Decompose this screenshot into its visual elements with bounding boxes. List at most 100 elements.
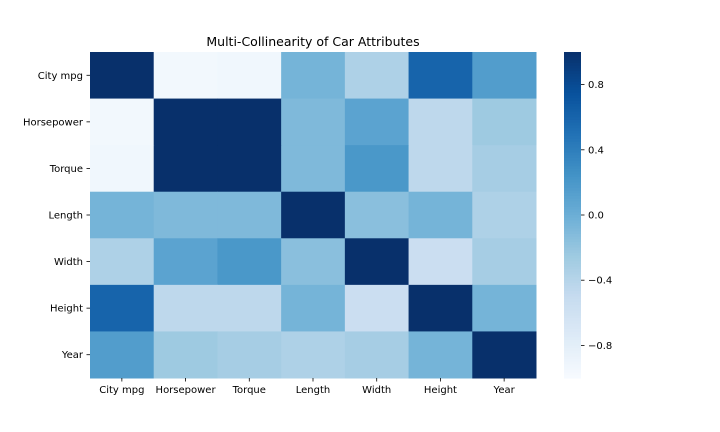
heatmap-cell <box>217 284 282 332</box>
colorbar-segment <box>564 242 581 246</box>
heatmap-cell <box>472 284 537 332</box>
colorbar-segment <box>564 128 581 132</box>
colorbar-segment <box>564 274 581 279</box>
heatmap-cell <box>472 52 537 100</box>
heatmap-cell <box>281 191 346 239</box>
colorbar-segment <box>564 144 581 148</box>
heatmap-cell <box>90 98 155 146</box>
heatmap-cell <box>217 191 282 239</box>
colorbar-segment <box>564 185 581 189</box>
colorbar-segment <box>564 353 581 357</box>
heatmap-cell <box>344 52 410 100</box>
colorbar-segment <box>564 92 581 97</box>
heatmap-cell <box>217 52 282 100</box>
colorbar-segment <box>564 174 581 178</box>
colorbar-segment <box>564 342 581 346</box>
colorbar-segment <box>564 323 581 327</box>
colorbar-tick-label: 0.8 <box>588 80 604 91</box>
colorbar-segment <box>564 263 581 268</box>
colorbar-tick-label: −0.4 <box>588 276 612 287</box>
y-tick-label: Height <box>50 304 83 315</box>
heatmap-cell <box>344 238 410 286</box>
colorbar-segment <box>564 84 581 88</box>
colorbar-segment <box>564 337 581 341</box>
colorbar-segment <box>564 280 581 284</box>
colorbar-segment <box>564 334 581 338</box>
colorbar-segment <box>564 54 581 59</box>
y-tick-label: City mpg <box>38 71 83 82</box>
colorbar-segment <box>564 204 581 208</box>
colorbar-segment <box>564 345 581 349</box>
colorbar-segment <box>564 310 581 314</box>
colorbar-segment <box>564 190 581 194</box>
colorbar-segment <box>564 285 581 289</box>
colorbar-segment <box>564 261 581 265</box>
colorbar-segment <box>564 315 581 319</box>
colorbar-segment <box>564 73 581 78</box>
heatmap-cell <box>281 238 346 286</box>
colorbar-segment <box>564 176 581 181</box>
colorbar-segment <box>564 228 581 232</box>
colorbar-segment <box>564 114 581 118</box>
colorbar-segment <box>564 95 581 99</box>
colorbar-segment <box>564 141 581 145</box>
x-tick-label: Year <box>493 385 516 396</box>
colorbar-segment <box>564 250 581 254</box>
colorbar-segment <box>564 71 581 75</box>
heatmap-cell <box>153 98 218 146</box>
colorbar-segment <box>564 272 581 276</box>
colorbar-segment <box>564 339 581 344</box>
heatmap-cell <box>217 331 282 379</box>
colorbar-segment <box>564 149 581 154</box>
x-tick-label: Torque <box>232 385 266 396</box>
colorbar-segment <box>564 179 581 183</box>
colorbar-segment <box>564 117 581 121</box>
colorbar-segment <box>564 320 581 325</box>
colorbar-segment <box>564 133 581 137</box>
colorbar-segment <box>564 375 581 379</box>
heatmap-cell <box>90 284 155 332</box>
colorbar-segment <box>564 369 581 374</box>
colorbar-segment <box>564 266 581 270</box>
heatmap-cell <box>90 145 155 193</box>
colorbar-segment <box>564 223 581 227</box>
colorbar-segment <box>564 293 581 298</box>
heatmap-cell <box>281 98 346 146</box>
colorbar-segment <box>564 76 581 80</box>
colorbar-segment <box>564 234 581 238</box>
colorbar-tick-label: −0.8 <box>588 341 612 352</box>
colorbar-segment <box>564 171 581 175</box>
colorbar-segment <box>564 367 581 371</box>
colorbar-segment <box>564 318 581 322</box>
heatmap-cell <box>408 238 473 286</box>
colorbar-segment <box>564 206 581 211</box>
colorbar-segment <box>564 361 581 366</box>
heatmap-cells <box>90 52 537 379</box>
colorbar-segment <box>564 119 581 124</box>
heatmap-cell <box>281 52 346 100</box>
colorbar-segment <box>564 326 581 330</box>
colorbar-segment <box>564 60 581 64</box>
colorbar-segment <box>564 111 581 116</box>
heatmap-cell <box>90 238 155 286</box>
colorbar-segment <box>564 195 581 200</box>
heatmap-cell <box>408 191 473 239</box>
colorbar-segment <box>564 98 581 102</box>
colorbar-segment <box>564 68 581 72</box>
heatmap-cell <box>90 52 155 100</box>
colorbar-segment <box>564 239 581 243</box>
heatmap-cell <box>408 52 473 100</box>
colorbar-segment <box>564 258 581 262</box>
colorbar-segment <box>564 90 581 94</box>
heatmap-cell <box>344 284 410 332</box>
colorbar-segment <box>564 182 581 186</box>
colorbar-segment <box>564 312 581 317</box>
colorbar-segment <box>564 166 581 170</box>
colorbar-segment <box>564 155 581 159</box>
heatmap-cell <box>344 331 410 379</box>
colorbar-segment <box>564 62 581 67</box>
colorbar-segment <box>564 201 581 205</box>
colorbar-segment <box>564 299 581 303</box>
colorbar-segment <box>564 304 581 308</box>
